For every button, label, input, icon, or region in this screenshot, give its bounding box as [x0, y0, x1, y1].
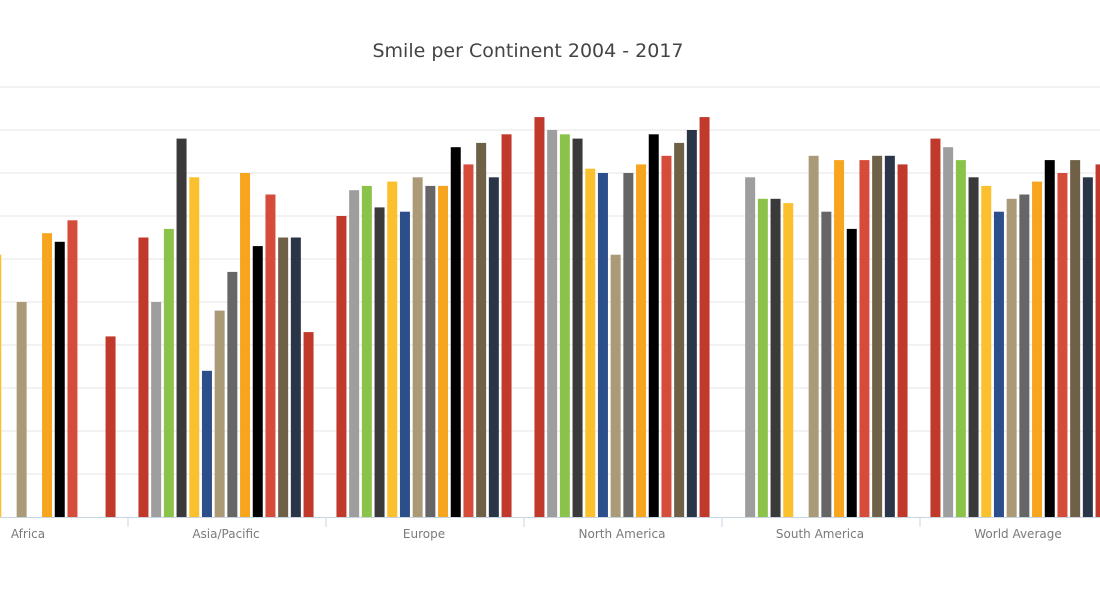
bar — [438, 185, 449, 517]
bar — [1044, 160, 1055, 517]
bar — [290, 237, 301, 517]
bar — [1019, 194, 1030, 517]
bar — [859, 160, 870, 517]
bar — [138, 237, 149, 517]
bar — [163, 228, 174, 517]
bar — [623, 173, 634, 517]
bar — [278, 237, 289, 517]
bar — [897, 164, 908, 517]
bar — [821, 211, 832, 517]
bar — [176, 138, 187, 517]
bar — [783, 203, 794, 517]
bars — [0, 117, 1100, 518]
bar — [930, 138, 941, 517]
bar — [661, 155, 672, 518]
bar — [636, 164, 647, 517]
bar — [67, 220, 78, 518]
bar — [450, 147, 461, 517]
bar — [265, 194, 276, 517]
bar — [336, 216, 347, 517]
bar — [981, 185, 992, 517]
x-tick-label: Europe — [403, 527, 445, 541]
bar — [349, 190, 360, 517]
bar — [745, 177, 756, 518]
bar — [501, 134, 512, 518]
bar — [770, 198, 781, 518]
bar — [834, 160, 845, 517]
bar — [597, 173, 608, 517]
bar — [42, 233, 53, 517]
bar — [16, 302, 27, 517]
bar — [399, 211, 410, 517]
chart-title: Smile per Continent 2004 - 2017 — [372, 40, 684, 62]
x-tick-label: Africa — [11, 527, 45, 541]
x-tick-label: South America — [776, 527, 864, 541]
bar — [387, 181, 398, 517]
bar — [808, 155, 819, 518]
bar — [214, 310, 225, 517]
bar — [1095, 164, 1100, 517]
bar — [585, 168, 596, 517]
bar — [1006, 198, 1017, 518]
bar — [425, 185, 436, 517]
bar — [572, 138, 583, 517]
bar — [151, 302, 162, 517]
bar — [648, 134, 659, 518]
bar — [0, 254, 2, 517]
bar — [374, 207, 385, 517]
bar — [968, 177, 979, 518]
bar — [412, 177, 423, 518]
bar — [240, 173, 251, 517]
bar — [189, 177, 200, 518]
bar — [1057, 173, 1068, 517]
bar — [610, 254, 621, 517]
bar — [361, 185, 372, 517]
bar — [884, 155, 895, 518]
x-axis: Africa Asia/Pacific Europe North America Sou… — [0, 517, 1100, 541]
x-tick-label: North America — [579, 527, 666, 541]
bar — [559, 134, 570, 518]
bar — [1082, 177, 1093, 518]
bar — [1070, 160, 1081, 517]
bar — [547, 130, 558, 517]
bar — [252, 246, 263, 517]
x-tick-label: World Average — [974, 527, 1061, 541]
bar — [463, 164, 474, 517]
bar — [105, 336, 116, 517]
bar — [54, 241, 65, 518]
bar — [846, 228, 857, 517]
bar — [757, 198, 768, 518]
bar — [955, 160, 966, 517]
bar — [1032, 181, 1043, 517]
bar — [534, 117, 545, 517]
x-tick-label: Asia/Pacific — [192, 527, 259, 541]
bar — [488, 177, 499, 518]
bar — [201, 370, 212, 517]
bar — [943, 147, 954, 517]
bar — [686, 130, 697, 517]
bar — [674, 142, 685, 517]
bar — [476, 142, 487, 517]
bar — [303, 332, 314, 517]
bar — [872, 155, 883, 518]
bar — [993, 211, 1004, 517]
bar — [699, 117, 710, 517]
bar — [227, 271, 238, 517]
